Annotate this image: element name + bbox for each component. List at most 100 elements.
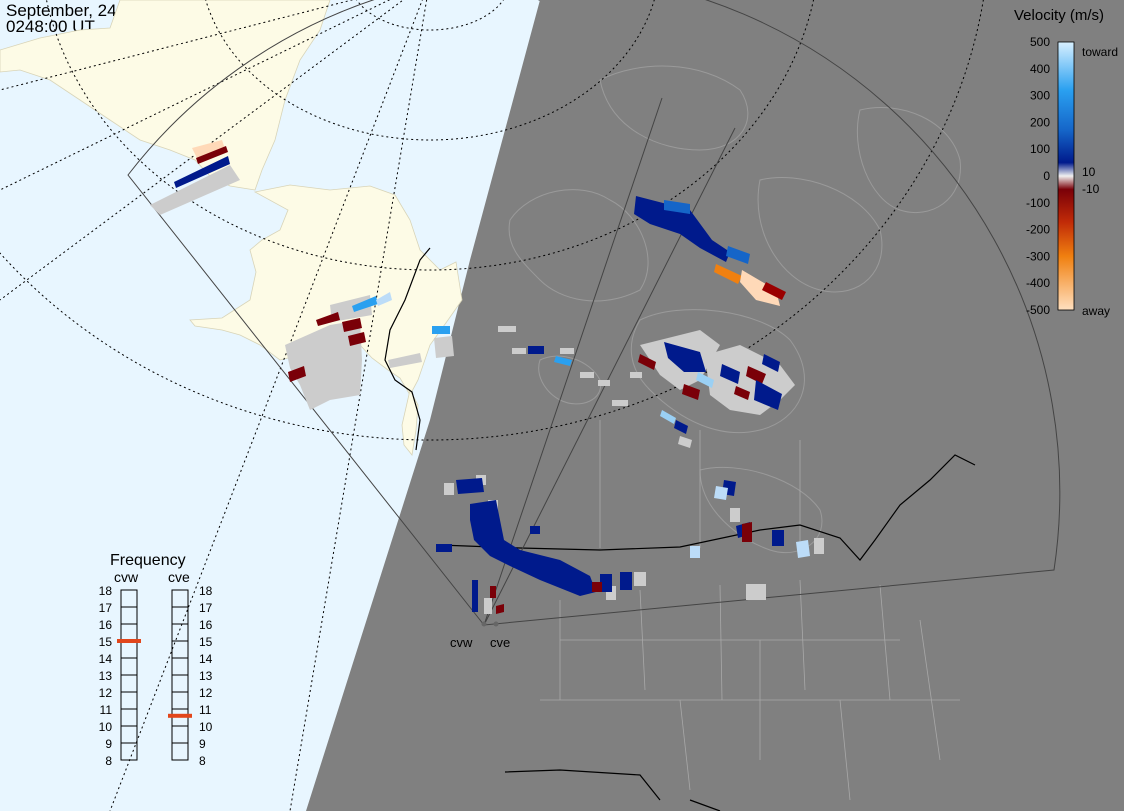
velocity-threshold-pos: 10 bbox=[1082, 165, 1096, 179]
frequency-tick-left: 18 bbox=[99, 584, 113, 598]
scatter-cell bbox=[472, 580, 478, 612]
frequency-cell bbox=[120, 742, 138, 761]
frequency-tick-left: 14 bbox=[99, 652, 113, 666]
radar-label-cve: cve bbox=[490, 635, 510, 650]
frequency-cell bbox=[120, 640, 138, 659]
frequency-tick-left: 17 bbox=[99, 601, 113, 615]
frequency-cell bbox=[171, 623, 189, 642]
scatter-cell bbox=[484, 598, 492, 614]
scatter-cell bbox=[734, 386, 750, 400]
scatter-cell bbox=[796, 540, 810, 558]
scatter-cell bbox=[696, 372, 714, 388]
radar-site-cve bbox=[493, 621, 499, 627]
frequency-tick-right: 15 bbox=[199, 635, 213, 649]
frequency-tick-right: 16 bbox=[199, 618, 213, 632]
scatter-cell bbox=[316, 312, 340, 326]
scatter-cell bbox=[352, 296, 378, 312]
scatter-cell bbox=[342, 318, 362, 332]
land-dayside bbox=[0, 0, 463, 456]
scatter-cell bbox=[746, 366, 766, 384]
scatter-cell bbox=[196, 146, 228, 164]
coastlines-night bbox=[508, 65, 961, 554]
scatter-cell bbox=[678, 436, 692, 448]
scatter-cell bbox=[664, 342, 706, 372]
frequency-tick-left: 11 bbox=[100, 703, 113, 717]
velocity-tick-label: -100 bbox=[1026, 196, 1050, 210]
scatter-cell bbox=[714, 486, 728, 500]
frequency-cell bbox=[120, 725, 138, 744]
frequency-tick-left: 12 bbox=[99, 686, 113, 700]
frequency-tick-right: 12 bbox=[199, 686, 213, 700]
velocity-label-away: away bbox=[1082, 304, 1110, 318]
frequency-marker bbox=[117, 639, 141, 643]
frequency-cell bbox=[171, 674, 189, 693]
frequency-cell bbox=[171, 691, 189, 710]
scatter-cell bbox=[682, 384, 700, 400]
frequency-tick-left: 16 bbox=[99, 618, 113, 632]
velocity-tick-label: -300 bbox=[1026, 249, 1050, 263]
coordinate-grid bbox=[0, 0, 984, 811]
scatter-cell bbox=[754, 380, 782, 410]
radar-fov-outline bbox=[127, 0, 1061, 626]
frequency-cell bbox=[120, 708, 138, 727]
scatter-cell bbox=[762, 354, 780, 372]
velocity-tick-label: 500 bbox=[1030, 35, 1050, 49]
scatter-cell bbox=[376, 292, 392, 306]
scatter-cell bbox=[530, 526, 540, 534]
frequency-cell bbox=[120, 606, 138, 625]
frequency-tick-right: 14 bbox=[199, 652, 213, 666]
state-borders bbox=[540, 420, 960, 801]
frequency-cell bbox=[171, 742, 189, 761]
frequency-column-cve bbox=[168, 589, 192, 761]
frequency-ticks-left: 18 17 16 15 14 13 12 11 10 9 8 bbox=[99, 584, 113, 768]
scatter-cell bbox=[174, 156, 230, 188]
scatter-cell bbox=[660, 410, 676, 424]
scatter-cell bbox=[554, 356, 572, 366]
night-terminator-region bbox=[306, 0, 1124, 811]
scatter-cell bbox=[714, 264, 742, 284]
scatter-cell bbox=[192, 140, 226, 160]
frequency-tick-right: 10 bbox=[199, 720, 213, 734]
frequency-tick-right: 13 bbox=[199, 669, 213, 683]
frequency-label-cvw: cvw bbox=[114, 569, 139, 585]
velocity-tick-label: 400 bbox=[1030, 62, 1050, 76]
velocity-tick-label: 100 bbox=[1030, 142, 1050, 156]
frequency-tick-right: 17 bbox=[199, 601, 213, 615]
frequency-tick-left: 9 bbox=[105, 737, 112, 751]
scatter-cell bbox=[496, 604, 504, 614]
frequency-tick-left: 15 bbox=[99, 635, 113, 649]
frequency-title: Frequency bbox=[110, 552, 186, 569]
velocity-scatter bbox=[174, 140, 810, 614]
frequency-cell bbox=[171, 725, 189, 744]
scatter-cell bbox=[772, 530, 784, 546]
scatter-cell bbox=[664, 200, 690, 214]
velocity-threshold-neg: -10 bbox=[1082, 182, 1100, 196]
radar-label-cvw: cvw bbox=[450, 635, 473, 650]
velocity-title: Velocity (m/s) bbox=[1014, 7, 1104, 24]
frequency-marker bbox=[168, 713, 192, 718]
scatter-cell bbox=[690, 546, 700, 558]
scatter-cell bbox=[620, 572, 632, 590]
velocity-tick-label: -500 bbox=[1026, 303, 1050, 317]
scatter-cell bbox=[592, 582, 602, 592]
scatter-cell bbox=[674, 420, 688, 434]
scatter-cell bbox=[490, 586, 496, 598]
frequency-cell bbox=[171, 589, 189, 608]
frequency-tick-left: 8 bbox=[105, 754, 112, 768]
frequency-cell bbox=[120, 674, 138, 693]
frequency-label-cve: cve bbox=[168, 569, 190, 585]
scatter-cell bbox=[600, 574, 612, 592]
radar-sites: cvw cve bbox=[450, 621, 510, 650]
country-borders bbox=[384, 247, 976, 811]
frequency-panel: Frequency cvw cve 18 17 16 15 14 13 12 11 10 9 8 1… bbox=[99, 552, 213, 768]
scatter-cell bbox=[436, 544, 452, 552]
frequency-tick-right: 8 bbox=[199, 754, 206, 768]
frequency-cell bbox=[120, 589, 138, 608]
velocity-colorbar-gradient bbox=[1057, 41, 1075, 311]
radar-site-cvw bbox=[481, 621, 487, 627]
scatter-cell bbox=[634, 196, 730, 262]
velocity-colorbar: Velocity (m/s) 500 400 300 200 100 0 -100 -200 -… bbox=[1014, 7, 1118, 318]
frequency-cell bbox=[171, 657, 189, 676]
